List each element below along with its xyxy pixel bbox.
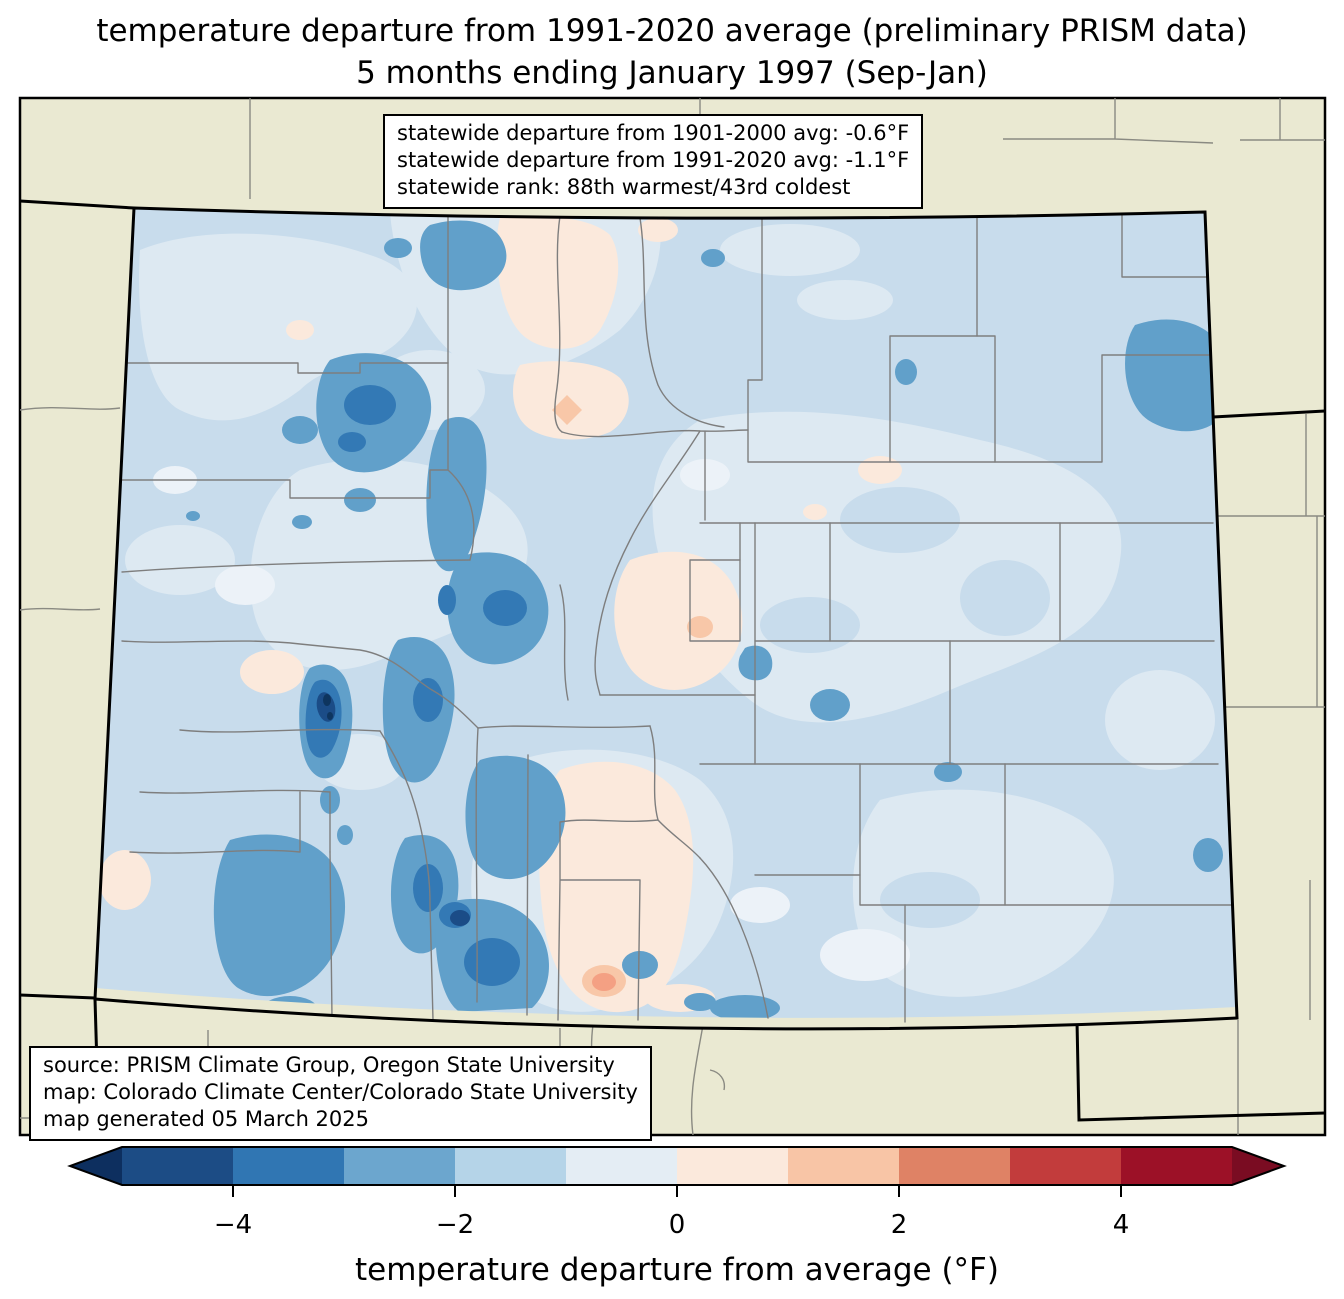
title-line-2: 5 months ending January 1997 (Sep-Jan) <box>356 55 988 91</box>
colorbar-over-arrow <box>1232 1147 1284 1185</box>
colorado-county-lines <box>121 213 1233 1023</box>
colorbar-axis-label: temperature departure from average (°F) <box>355 1252 999 1288</box>
tick-label: 2 <box>891 1210 908 1240</box>
colorbar: −4 −2 0 2 4 temperature departure from a… <box>67 1146 1287 1288</box>
colorado-state-border <box>93 206 1239 1031</box>
colorbar-segments <box>122 1147 1232 1185</box>
source-line-3: map generated 05 March 2025 <box>43 1107 370 1131</box>
statewide-stats-box: statewide departure from 1901-2000 avg: … <box>383 114 924 209</box>
source-line-2: map: Colorado Climate Center/Colorado St… <box>43 1080 638 1104</box>
temperature-contours <box>95 213 1237 1028</box>
colorbar-segment <box>344 1147 455 1185</box>
colorbar-tick-labels: −4 −2 0 2 4 <box>214 1210 1129 1240</box>
contour-darkest-spot <box>323 694 333 720</box>
tick-label: 0 <box>669 1210 686 1240</box>
tick-label: 4 <box>1113 1210 1130 1240</box>
tick-label: −4 <box>214 1210 252 1240</box>
colorbar-segment <box>788 1147 899 1185</box>
source-line-1: source: PRISM Climate Group, Oregon Stat… <box>43 1053 615 1077</box>
colorbar-segment <box>677 1147 788 1185</box>
colorbar-segment <box>122 1147 233 1185</box>
colorbar-outline <box>67 1146 1287 1186</box>
south-border-data-gap <box>95 988 1237 1028</box>
colorbar-segment <box>233 1147 344 1185</box>
source-attribution-box: source: PRISM Climate Group, Oregon Stat… <box>29 1046 652 1141</box>
colorbar-ticks <box>232 1185 1122 1197</box>
contour-near-white <box>153 459 910 981</box>
tick-label: −2 <box>436 1210 474 1240</box>
colorbar-segment <box>899 1147 1010 1185</box>
stats-line-1: statewide departure from 1901-2000 avg: … <box>397 121 910 145</box>
colorbar-under-arrow <box>70 1147 122 1185</box>
colorbar-segment <box>566 1147 677 1185</box>
contour-warmest-spot <box>592 973 616 991</box>
figure-title: temperature departure from 1991-2020 ave… <box>0 10 1344 94</box>
stats-line-2: statewide departure from 1991-2020 avg: … <box>397 148 910 172</box>
colorbar-segment <box>1010 1147 1121 1185</box>
stats-line-3: statewide rank: 88th warmest/43rd coldes… <box>397 175 851 199</box>
colorbar-segment <box>455 1147 566 1185</box>
colorbar-segment <box>1121 1147 1232 1185</box>
title-line-1: temperature departure from 1991-2020 ave… <box>96 13 1248 49</box>
